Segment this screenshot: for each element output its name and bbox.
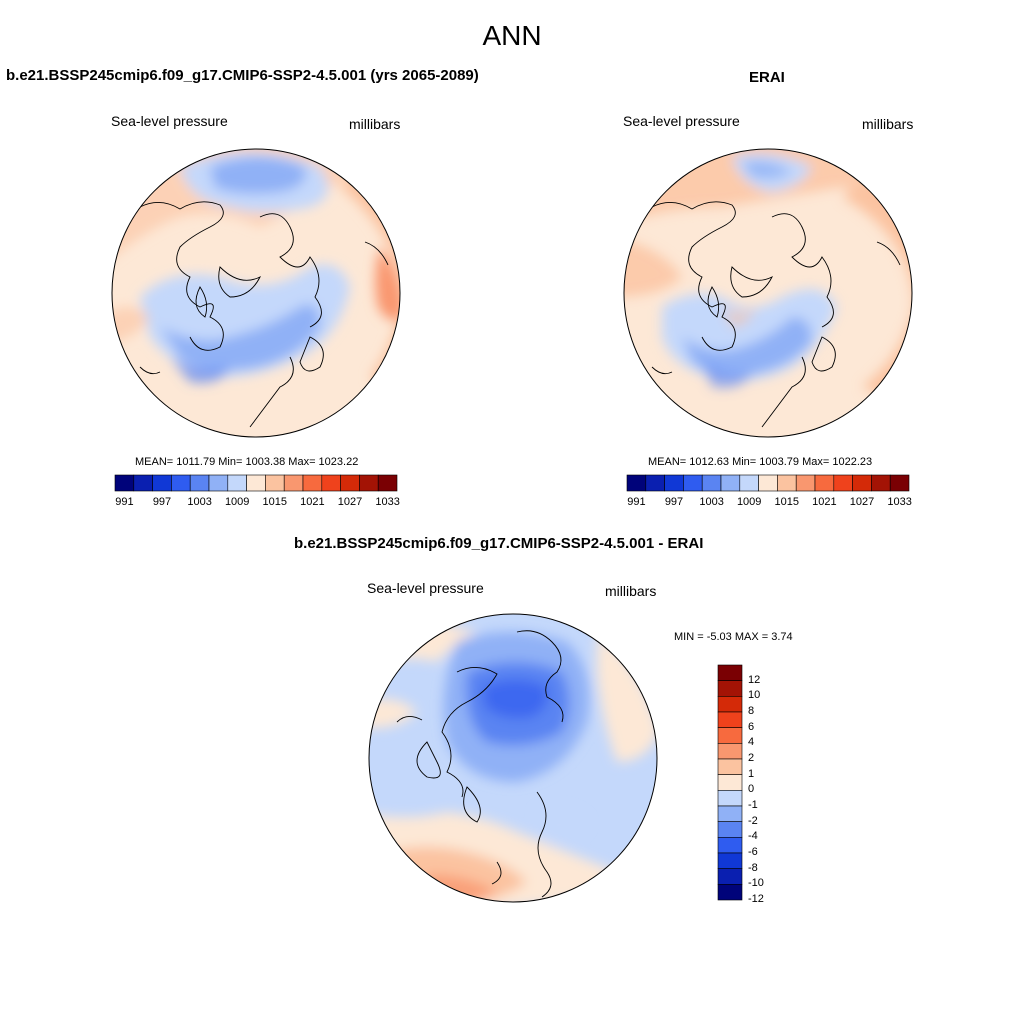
colorbar-swatch xyxy=(302,474,323,492)
colorbar-swatch xyxy=(321,474,341,492)
colorbar-tick-label: 991 xyxy=(115,496,134,508)
colorbar-swatch xyxy=(717,790,743,807)
colorbar-swatch xyxy=(664,474,684,492)
colorbar-tick-label: 4 xyxy=(748,736,755,749)
colorbar-swatch xyxy=(717,805,743,822)
colorbar-tick-label: -8 xyxy=(748,861,758,874)
colorbar-swatch xyxy=(739,474,759,492)
model-stats: MEAN= 1011.79 Min= 1003.38 Max= 1023.22 xyxy=(135,456,359,468)
colorbar-swatch xyxy=(758,474,778,492)
colorbar-swatch xyxy=(717,868,743,885)
diff-colorbar-labels: 12 10 8 6 4 2 1 0 -1 -2 -4 -6 -8 -10 -12 xyxy=(748,665,788,905)
colorbar-swatch xyxy=(171,474,191,492)
colorbar-tick-label: 10 xyxy=(748,689,761,702)
colorbar-tick-label: 1021 xyxy=(812,496,837,508)
obs-colorbar xyxy=(626,474,910,492)
colorbar-swatch xyxy=(265,474,285,492)
colorbar-swatch xyxy=(717,664,743,681)
obs-polar-map xyxy=(623,148,913,438)
colorbar-tick-label: 1027 xyxy=(337,496,363,508)
colorbar-swatch xyxy=(720,474,741,492)
colorbar-tick-label: 1021 xyxy=(300,496,325,508)
colorbar-tick-label: 997 xyxy=(664,496,684,508)
model-colorbar xyxy=(114,474,398,492)
colorbar-swatch xyxy=(626,474,647,492)
obs-panel-title: ERAI xyxy=(749,69,785,86)
colorbar-swatch xyxy=(717,774,743,791)
model-variable-label: Sea-level pressure xyxy=(111,113,228,129)
colorbar-swatch xyxy=(152,474,172,492)
colorbar-swatch xyxy=(377,474,398,492)
colorbar-swatch xyxy=(701,474,722,492)
colorbar-tick-label: 1003 xyxy=(187,496,212,508)
colorbar-swatch xyxy=(683,474,703,492)
colorbar-swatch xyxy=(645,474,665,492)
colorbar-swatch xyxy=(717,821,743,838)
colorbar-swatch xyxy=(283,474,304,492)
colorbar-tick-label: -12 xyxy=(748,893,764,905)
colorbar-tick-label: 0 xyxy=(748,783,755,796)
colorbar-tick-label: 1033 xyxy=(887,496,912,508)
model-units-label: millibars xyxy=(349,116,401,132)
colorbar-swatch xyxy=(717,727,743,744)
obs-stats: MEAN= 1012.63 Min= 1003.79 Max= 1022.23 xyxy=(648,456,873,468)
colorbar-tick-label: 1015 xyxy=(262,496,288,508)
colorbar-swatch xyxy=(359,474,379,492)
colorbar-tick-label: 1027 xyxy=(849,496,875,508)
colorbar-swatch xyxy=(889,474,910,492)
colorbar-swatch xyxy=(114,474,135,492)
colorbar-tick-label: 1009 xyxy=(224,496,250,508)
colorbar-swatch xyxy=(340,474,360,492)
colorbar-swatch xyxy=(814,474,835,492)
colorbar-tick-label: 12 xyxy=(748,673,761,686)
colorbar-swatch xyxy=(246,474,266,492)
model-panel-title: b.e21.BSSP245cmip6.f09_g17.CMIP6-SSP2-4.… xyxy=(6,67,479,84)
colorbar-swatch xyxy=(833,474,853,492)
colorbar-tick-label: 1015 xyxy=(774,496,800,508)
colorbar-swatch xyxy=(208,474,229,492)
diff-panel-title: b.e21.BSSP245cmip6.f09_g17.CMIP6-SSP2-4.… xyxy=(294,535,704,552)
obs-variable-label: Sea-level pressure xyxy=(623,113,740,129)
diff-colorbar xyxy=(717,664,743,901)
colorbar-swatch xyxy=(189,474,210,492)
diff-variable-label: Sea-level pressure xyxy=(367,580,484,596)
colorbar-swatch xyxy=(133,474,153,492)
colorbar-tick-label: -4 xyxy=(748,830,758,843)
colorbar-swatch xyxy=(871,474,891,492)
colorbar-swatch xyxy=(717,680,743,697)
colorbar-swatch xyxy=(717,884,743,901)
colorbar-tick-label: 991 xyxy=(627,496,646,508)
obs-units-label: millibars xyxy=(862,116,914,132)
colorbar-tick-label: -2 xyxy=(748,814,758,827)
model-polar-map xyxy=(111,148,401,438)
obs-colorbar-labels: 991 997 1003 1009 1015 1021 1027 1033 xyxy=(627,496,912,510)
colorbar-swatch xyxy=(717,837,743,854)
colorbar-tick-label: 2 xyxy=(748,752,755,764)
colorbar-tick-label: 1033 xyxy=(375,496,400,508)
colorbar-swatch xyxy=(852,474,872,492)
colorbar-tick-label: 997 xyxy=(152,496,172,508)
colorbar-swatch xyxy=(795,474,816,492)
diff-polar-map xyxy=(368,613,658,903)
diff-stats: MIN = -5.03 MAX = 3.74 xyxy=(674,631,793,643)
colorbar-tick-label: -10 xyxy=(748,877,764,890)
colorbar-tick-label: -1 xyxy=(748,799,758,811)
colorbar-swatch xyxy=(717,758,743,775)
figure-title: ANN xyxy=(482,20,542,51)
colorbar-tick-label: 6 xyxy=(748,720,755,733)
model-colorbar-labels: 991 997 1003 1009 1015 1021 1027 1033 xyxy=(115,496,400,510)
colorbar-tick-label: 8 xyxy=(748,705,755,717)
colorbar-swatch xyxy=(227,474,247,492)
colorbar-tick-label: 1 xyxy=(748,767,755,780)
colorbar-swatch xyxy=(777,474,797,492)
colorbar-swatch xyxy=(717,696,743,713)
diff-units-label: millibars xyxy=(605,583,657,599)
colorbar-swatch xyxy=(717,852,743,869)
colorbar-swatch xyxy=(717,711,743,728)
colorbar-tick-label: -6 xyxy=(748,846,758,858)
colorbar-swatch xyxy=(717,743,743,760)
colorbar-tick-label: 1009 xyxy=(736,496,762,508)
colorbar-tick-label: 1003 xyxy=(699,496,724,508)
